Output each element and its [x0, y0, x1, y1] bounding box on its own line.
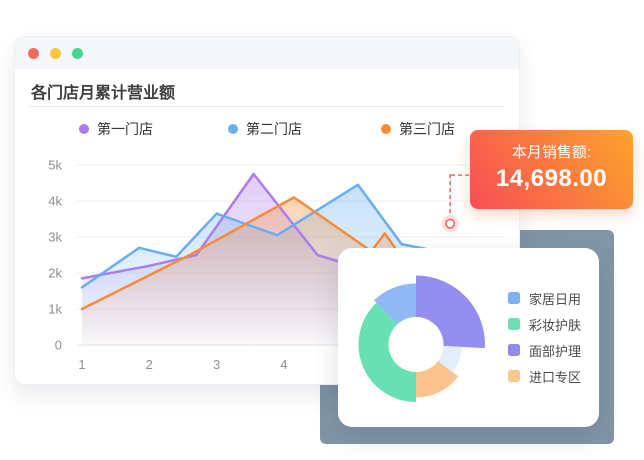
donut-legend-swatch — [508, 292, 520, 304]
donut-chart-card: 家居日用 彩妆护肤 面部护理 进口专区 — [338, 248, 599, 427]
close-window-dot[interactable] — [28, 47, 39, 59]
donut-legend-item-home[interactable]: 家居日用 — [508, 289, 581, 307]
window-titlebar — [15, 37, 519, 69]
legend-item-store3[interactable]: 第三门店 — [381, 119, 455, 139]
sales-badge-label: 本月销售额: — [511, 144, 592, 161]
svg-text:5k: 5k — [48, 158, 62, 173]
minimize-window-dot[interactable] — [50, 47, 61, 59]
title-divider — [29, 106, 505, 107]
legend-dot-store3 — [381, 124, 391, 134]
donut-legend-label: 家居日用 — [529, 291, 582, 307]
donut-legend-item-import[interactable]: 进口专区 — [508, 367, 581, 385]
monthly-sales-badge: 本月销售额: 14,698.00 — [470, 130, 633, 209]
legend-label: 第三门店 — [399, 121, 455, 137]
svg-text:2k: 2k — [48, 266, 62, 281]
donut-legend-swatch — [508, 318, 520, 330]
donut-chart-canvas[interactable] — [338, 248, 599, 427]
donut-legend-swatch — [508, 370, 520, 382]
donut-legend-item-makeup[interactable]: 彩妆护肤 — [508, 315, 581, 333]
donut-legend-label: 彩妆护肤 — [529, 317, 582, 333]
page-title: 各门店月累计营业额 — [31, 85, 176, 102]
legend-item-store1[interactable]: 第一门店 — [79, 119, 153, 139]
svg-text:1: 1 — [78, 357, 85, 372]
donut-legend-label: 面部护理 — [529, 343, 582, 359]
legend-label: 第一门店 — [97, 121, 153, 137]
svg-text:0: 0 — [55, 338, 62, 353]
legend-dot-store2 — [228, 124, 238, 134]
svg-text:2: 2 — [146, 357, 153, 372]
donut-legend-item-facial[interactable]: 面部护理 — [508, 341, 581, 359]
legend-dot-store1 — [79, 124, 89, 134]
sales-badge-value: 14,698.00 — [495, 165, 608, 192]
maximize-window-dot[interactable] — [72, 47, 83, 59]
donut-legend-label: 进口专区 — [529, 369, 582, 385]
legend-item-store2[interactable]: 第二门店 — [228, 119, 302, 139]
donut-legend: 家居日用 彩妆护肤 面部护理 进口专区 — [508, 289, 581, 385]
svg-text:3k: 3k — [48, 230, 62, 245]
svg-text:4k: 4k — [48, 194, 62, 209]
legend-label: 第二门店 — [246, 121, 302, 137]
donut-legend-swatch — [508, 344, 520, 356]
svg-text:3: 3 — [213, 357, 220, 372]
svg-text:4: 4 — [280, 357, 287, 372]
svg-text:1k: 1k — [48, 302, 62, 317]
